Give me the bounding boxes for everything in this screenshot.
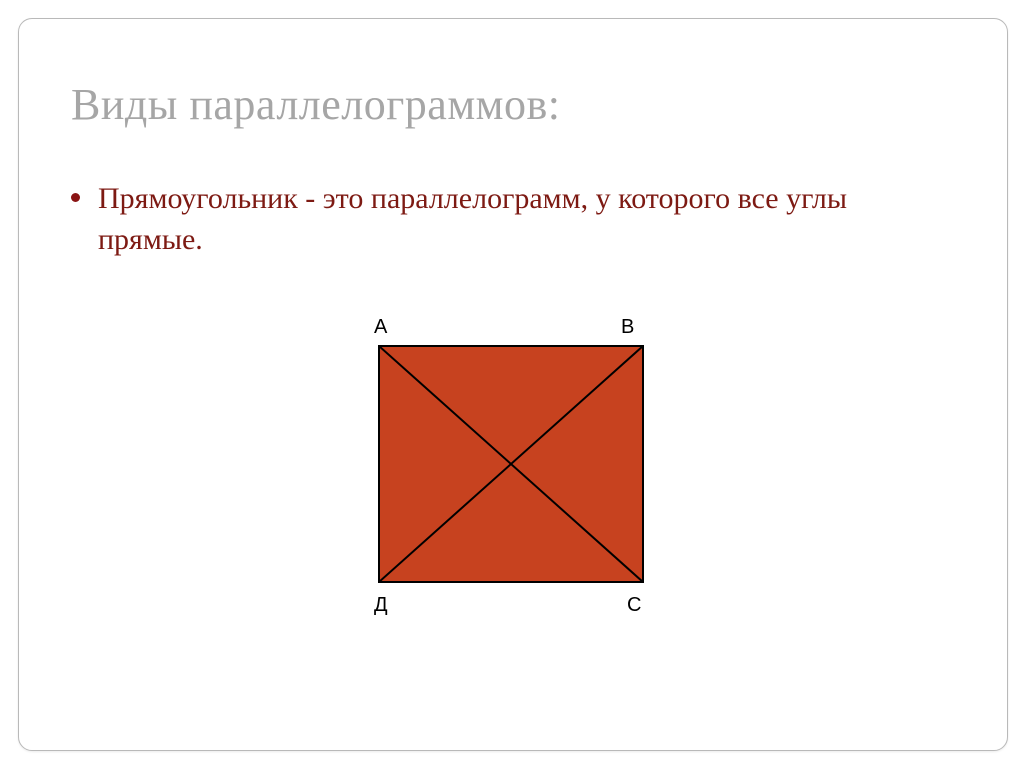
bullet-icon (71, 193, 80, 202)
body-text: Прямоугольник - это параллелограмм, у ко… (98, 179, 918, 260)
rectangle-svg (359, 314, 679, 634)
slide-frame: Виды параллелограммов: Прямоугольник - э… (18, 18, 1008, 751)
bullet-row: Прямоугольник - это параллелограмм, у ко… (71, 179, 951, 260)
vertex-label-D: Д (374, 594, 388, 617)
vertex-label-B: В (621, 316, 634, 339)
vertex-label-A: А (374, 316, 387, 339)
rectangle-figure: А В Д С (359, 314, 679, 634)
slide-title: Виды параллелограммов: (71, 79, 561, 130)
vertex-label-C: С (627, 594, 641, 617)
